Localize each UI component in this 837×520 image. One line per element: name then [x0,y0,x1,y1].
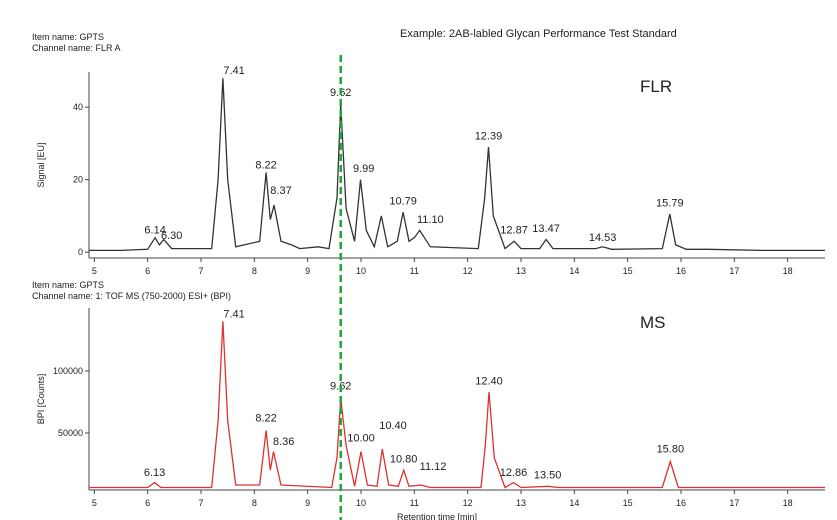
x-tick-label: 11 [410,266,419,276]
x-tick-label: 16 [676,498,686,508]
peak-label: 6.14 [144,225,165,237]
x-tick-label: 7 [198,266,203,276]
peak-label: 9.99 [353,163,374,175]
peak-label: 10.00 [347,432,375,444]
peak-label: 12.39 [475,130,503,142]
x-tick-label: 9 [305,266,310,276]
x-tick-label: 16 [676,266,686,276]
channel-name: Channel name: FLR A [32,43,121,53]
x-tick-label: 17 [729,498,739,508]
peak-label: 8.22 [255,159,276,171]
peak-label: 11.10 [417,214,444,226]
peak-label: 13.47 [532,223,560,235]
trace [89,321,825,489]
x-axis-label: Retention time [min] [397,512,477,520]
peak-label: 14.53 [589,232,617,244]
x-tick-label: 18 [783,266,793,276]
x-tick-label: 5 [92,498,97,508]
x-tick-label: 7 [198,498,203,508]
x-tick-label: 11 [410,498,419,508]
y-tick-label: 40 [73,102,83,112]
y-tick-label: 0 [78,247,83,257]
peak-label: 8.36 [273,436,294,448]
peak-label: 15.79 [656,198,684,210]
trace [89,78,825,252]
peak-label: 7.41 [223,308,244,320]
peak-label: 11.12 [420,461,447,473]
peak-label: 10.79 [389,196,417,208]
peak-label: 6.30 [161,230,182,242]
series-label: FLR [640,77,672,96]
x-tick-label: 9 [305,498,310,508]
peak-label: 8.22 [255,413,276,425]
y-tick-label: 100000 [53,366,83,376]
peak-label: 12.86 [500,467,528,479]
x-tick-label: 15 [623,498,633,508]
x-tick-label: 8 [252,498,257,508]
peak-label: 12.87 [500,225,528,237]
x-tick-label: 17 [729,266,739,276]
x-tick-label: 6 [145,498,150,508]
x-tick-label: 5 [92,266,97,276]
item-name: Item name: GPTS [32,32,104,42]
x-tick-label: 14 [569,498,579,508]
x-tick-label: 8 [252,266,257,276]
x-tick-label: 10 [356,498,366,508]
x-tick-label: 12 [463,266,473,276]
y-tick-label: 20 [73,175,83,185]
x-tick-label: 12 [463,498,473,508]
peak-label: 7.41 [223,65,244,77]
peak-label: 12.40 [475,375,503,387]
item-name: Item name: GPTS [32,280,104,290]
x-tick-label: 14 [569,266,579,276]
peak-label: 10.40 [379,420,407,432]
y-axis-label: BPI [Counts] [36,374,46,425]
page-title: Example: 2AB-labled Glycan Performance T… [400,28,677,40]
channel-name: Channel name: 1: TOF MS (750-2000) ESI+ … [32,291,231,301]
peak-label: 13.50 [534,470,562,482]
y-axis-label: Signal [EU] [36,142,46,187]
x-tick-label: 10 [356,266,366,276]
x-tick-label: 13 [516,266,526,276]
series-label: MS [640,313,666,332]
peak-label: 15.80 [657,444,685,456]
y-tick-label: 50000 [58,428,83,438]
x-tick-label: 18 [783,498,793,508]
peak-label: 10.80 [390,453,418,465]
x-tick-label: 13 [516,498,526,508]
peak-label: 6.13 [144,467,165,479]
x-tick-label: 15 [623,266,633,276]
peak-label: 8.37 [270,185,291,197]
x-tick-label: 6 [145,266,150,276]
